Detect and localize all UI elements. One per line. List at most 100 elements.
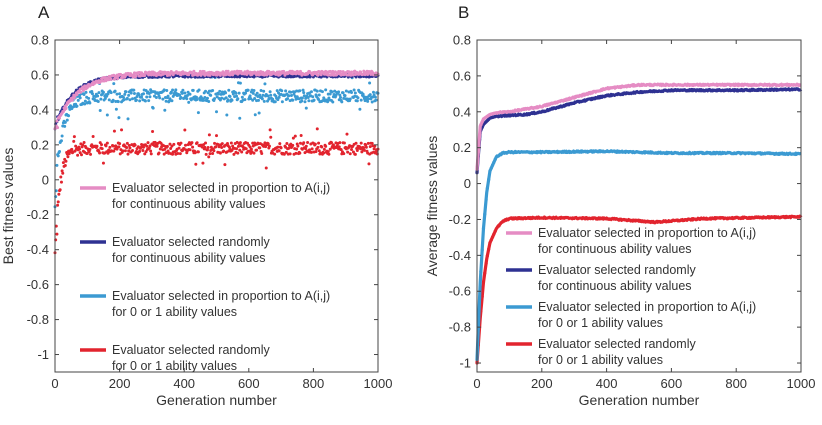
data-point [278,142,282,146]
data-point [91,134,95,138]
data-point [118,92,122,96]
data-point [125,141,129,145]
data-point [289,94,293,98]
data-point [208,152,212,156]
data-point [165,88,169,92]
y-tick-label: -0.6 [27,277,49,292]
y-tick-label: 0.6 [31,67,49,82]
data-point [203,145,207,149]
data-point [145,95,149,99]
legend-label-line1: Evaluator selected in proportion to A(i,… [112,181,330,195]
data-point [328,92,332,96]
y-tick-label: 0.2 [31,137,49,152]
data-point [234,91,238,95]
y-tick-label: -1 [37,347,49,362]
data-point [96,94,100,98]
series-3 [53,127,380,255]
data-point [328,147,332,151]
x-tick-label: 800 [725,376,747,391]
y-tick-label: 0.6 [453,68,471,83]
data-point [317,141,321,145]
x-axis-title: Generation number [156,392,277,408]
data-point [260,97,264,101]
x-tick-label: 600 [661,376,683,391]
legend-item: Evaluator selected randomly for 0 or 1 ab… [506,337,696,367]
data-point [249,147,253,151]
data-point [192,69,196,73]
data-point [72,135,76,139]
data-point [341,91,345,95]
data-point [135,95,139,99]
data-point [252,89,256,93]
series-0 [53,69,380,131]
y-tick-label: 0.8 [31,33,49,48]
legend-label-line1: Evaluator selected in proportion to A(i,… [538,226,756,240]
data-point [342,152,346,156]
y-tick-label: 0 [464,176,471,191]
data-point [362,148,366,152]
data-point [117,116,121,120]
data-point [105,113,109,117]
data-point [61,161,65,165]
data-point [324,88,328,92]
data-point [331,100,335,104]
data-point [63,120,67,124]
data-point [191,145,195,149]
data-point [218,151,222,155]
data-point [327,152,331,156]
legend-label-line1: Evaluator selected randomly [112,343,270,357]
data-point [232,152,236,156]
legend-label-line1: Evaluator selected in proportion to A(i,… [112,289,330,303]
data-point [230,98,234,102]
data-point [304,106,308,110]
legend-item: Evaluator selected in proportion to A(i,… [506,300,756,330]
legend: Evaluator selected in proportion to A(i,… [80,181,330,373]
data-point [148,144,152,148]
data-point [224,96,228,100]
data-point [292,92,296,96]
data-point [359,141,363,145]
data-point [207,133,211,137]
y-tick-label: 0.2 [453,140,471,155]
data-point [240,95,244,99]
data-point [319,73,323,77]
data-point [338,141,342,145]
data-point [174,88,178,92]
data-point [132,91,136,95]
data-point [138,149,142,153]
data-point [85,152,89,156]
data-point [306,95,310,99]
data-point [79,153,83,157]
data-point [350,147,354,151]
data-point [353,152,357,156]
data-point [226,69,230,73]
data-point [161,97,165,101]
data-point [176,152,180,156]
data-point [202,143,206,147]
data-point [55,163,59,167]
data-point [133,143,137,147]
data-point [307,99,311,103]
data-point [190,141,194,145]
data-point [317,97,321,101]
data-point [346,150,350,154]
y-tick-label: 0.4 [453,104,471,119]
data-point [129,91,133,95]
data-point [207,155,211,159]
data-point [132,88,136,92]
data-point [56,154,60,158]
data-point [83,102,87,106]
data-point [127,93,131,97]
data-point [88,148,92,152]
legend-item: Evaluator selected randomly for continuou… [506,263,696,293]
data-point [315,89,319,93]
data-point [146,141,150,145]
data-point [279,146,283,150]
y-tick-label: -0.8 [27,312,49,327]
data-point [370,100,374,104]
data-point [224,91,228,95]
data-point [259,88,263,92]
data-point [140,95,144,99]
data-point [163,147,167,151]
data-point [177,146,181,150]
